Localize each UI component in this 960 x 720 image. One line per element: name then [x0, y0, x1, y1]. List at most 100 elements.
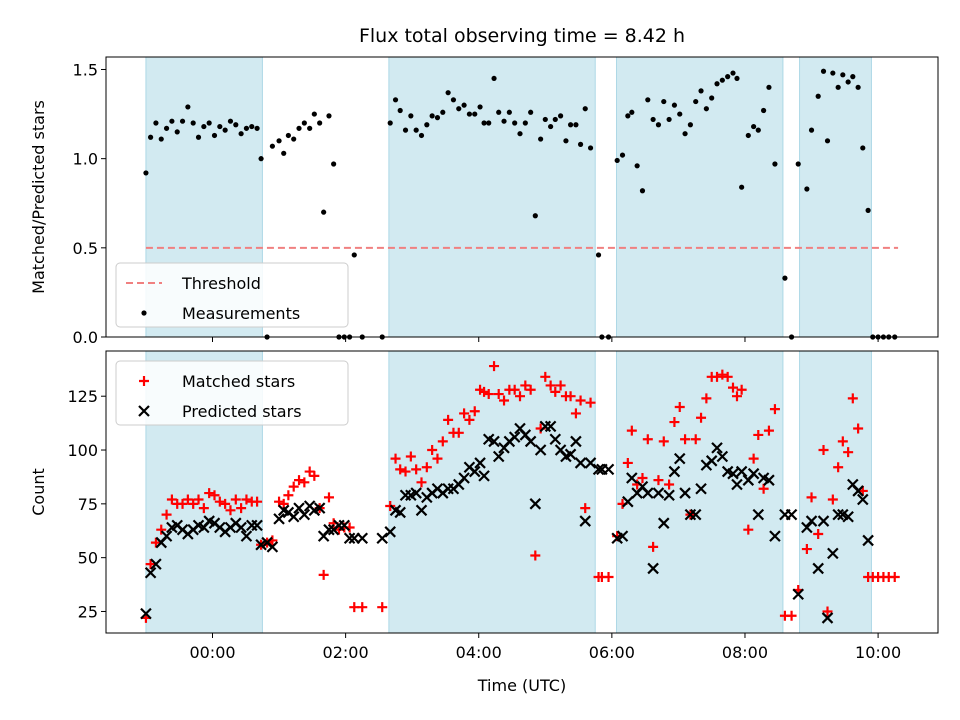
matched-stars-point-99 — [680, 434, 691, 445]
matched-stars-point-110 — [736, 384, 747, 395]
predicted-stars-point-18 — [235, 521, 247, 534]
matched-stars-point-29 — [294, 475, 305, 486]
matched-stars-point-111 — [743, 524, 754, 535]
measurements-point-55 — [450, 97, 457, 103]
ratio-panel-shaded-interval-2 — [616, 56, 784, 338]
matched-stars-point-58 — [464, 414, 475, 425]
matched-stars-point-91 — [637, 473, 648, 484]
measurements-point-61 — [481, 120, 487, 126]
measurements-point-107 — [725, 74, 731, 80]
matched-stars-point-80 — [575, 395, 586, 406]
predicted-stars-point-28 — [287, 510, 300, 523]
measurements-point-44 — [392, 97, 399, 103]
legend-measurements-swatch — [141, 310, 147, 316]
predicted-stars-point-131 — [857, 493, 869, 506]
legend-threshold-label: Threshold — [181, 274, 261, 293]
measurements-point-116 — [772, 161, 778, 167]
predicted-stars-point-105 — [711, 442, 723, 454]
count-panel-y-tick-label: 75 — [78, 495, 98, 514]
ratio-panel-frame — [105, 56, 939, 338]
measurements-point-16 — [227, 118, 234, 124]
matched-stars-point-30 — [299, 477, 310, 488]
matched-stars-point-69 — [520, 380, 531, 391]
measurements-point-27 — [285, 132, 291, 139]
count-panel-x-tick-label: 02:00 — [323, 643, 369, 662]
ratio-panel-y-label: Matched/Predicted stars — [29, 100, 48, 294]
measurements-point-99 — [682, 131, 688, 137]
matched-stars-point-45 — [395, 464, 406, 475]
measurements-point-34 — [321, 209, 327, 215]
matched-stars-point-21 — [252, 496, 263, 507]
predicted-stars-point-24 — [266, 541, 279, 553]
predicted-stars-point-120 — [801, 521, 813, 534]
predicted-stars-point-78 — [564, 448, 577, 461]
measurements-point-74 — [548, 123, 554, 130]
matched-stars-point-115 — [763, 425, 774, 436]
measurements-point-31 — [307, 125, 313, 131]
matched-stars-point-81 — [580, 503, 591, 514]
predicted-stars-point-25 — [273, 513, 285, 525]
measurements-point-95 — [661, 98, 667, 105]
matched-stars-point-41 — [357, 602, 368, 613]
measurements-point-79 — [573, 122, 579, 128]
matched-stars-point-113 — [753, 429, 764, 440]
measurements-point-66 — [506, 109, 512, 115]
measurements-point-78 — [567, 122, 574, 128]
predicted-stars-point-124 — [821, 612, 834, 624]
matched-stars-point-9 — [188, 498, 199, 509]
matched-stars-point-112 — [748, 453, 759, 464]
matched-stars-point-107 — [722, 371, 733, 382]
predicted-stars-point-67 — [508, 431, 521, 443]
ratio-panel-shaded-interval-1 — [388, 56, 596, 338]
matched-stars-point-11 — [198, 503, 209, 514]
measurements-point-90 — [634, 163, 640, 169]
measurements-point-52 — [434, 115, 441, 121]
measurements-point-112 — [751, 123, 757, 130]
measurements-point-11 — [201, 123, 207, 130]
measurements-point-114 — [761, 107, 767, 114]
measurements-point-130 — [855, 84, 861, 90]
predicted-stars-point-38 — [338, 519, 351, 532]
measurements-point-82 — [587, 145, 594, 151]
measurements-point-21 — [254, 125, 260, 131]
matched-stars-point-15 — [220, 498, 231, 509]
measurements-point-15 — [222, 127, 228, 133]
measurements-point-6 — [174, 129, 180, 135]
predicted-stars-point-92 — [642, 487, 654, 499]
measurements-point-117 — [782, 275, 788, 281]
predicted-stars-point-83 — [592, 463, 605, 476]
measurements-point-48 — [413, 127, 419, 133]
count-panel-y-tick-label: 50 — [78, 549, 98, 568]
predicted-stars-point-118 — [785, 508, 798, 521]
measurements-point-8 — [185, 104, 191, 110]
predicted-stars-point-33 — [313, 502, 326, 514]
measurements-point-111 — [745, 132, 751, 139]
measurements-point-60 — [477, 104, 483, 110]
matched-stars-point-56 — [453, 427, 464, 438]
matched-stars-point-10 — [193, 494, 204, 505]
measurements-point-3 — [158, 136, 164, 142]
measurements-point-7 — [179, 118, 186, 124]
matched-stars-point-109 — [731, 391, 742, 402]
measurements-point-104 — [709, 95, 715, 101]
measurements-point-49 — [418, 132, 425, 139]
matched-stars-point-1 — [145, 559, 156, 570]
matched-stars-point-42 — [377, 602, 388, 613]
ratio-panel-y-ticks: 0.0 0.5 1.0 1.5 — [73, 60, 106, 347]
matched-stars-point-7 — [177, 498, 188, 509]
predicted-stars-point-48 — [410, 487, 422, 499]
count-panel-legend: Matched stars Predicted stars — [115, 360, 349, 426]
predicted-stars-point-110 — [735, 465, 748, 478]
predicted-stars-point-122 — [812, 562, 824, 575]
matched-stars-point-8 — [182, 494, 193, 505]
ratio-panel-shaded-interval-3 — [799, 56, 872, 338]
matched-stars-point-94 — [653, 475, 664, 486]
measurements-point-33 — [317, 120, 323, 126]
predicted-stars-point-61 — [478, 470, 490, 482]
matched-stars-point-137 — [889, 572, 900, 583]
predicted-stars-point-102 — [695, 482, 707, 495]
predicted-stars-point-98 — [673, 452, 686, 465]
measurements-point-64 — [496, 109, 502, 115]
matched-stars-point-44 — [390, 453, 401, 464]
measurements-point-63 — [491, 75, 497, 82]
